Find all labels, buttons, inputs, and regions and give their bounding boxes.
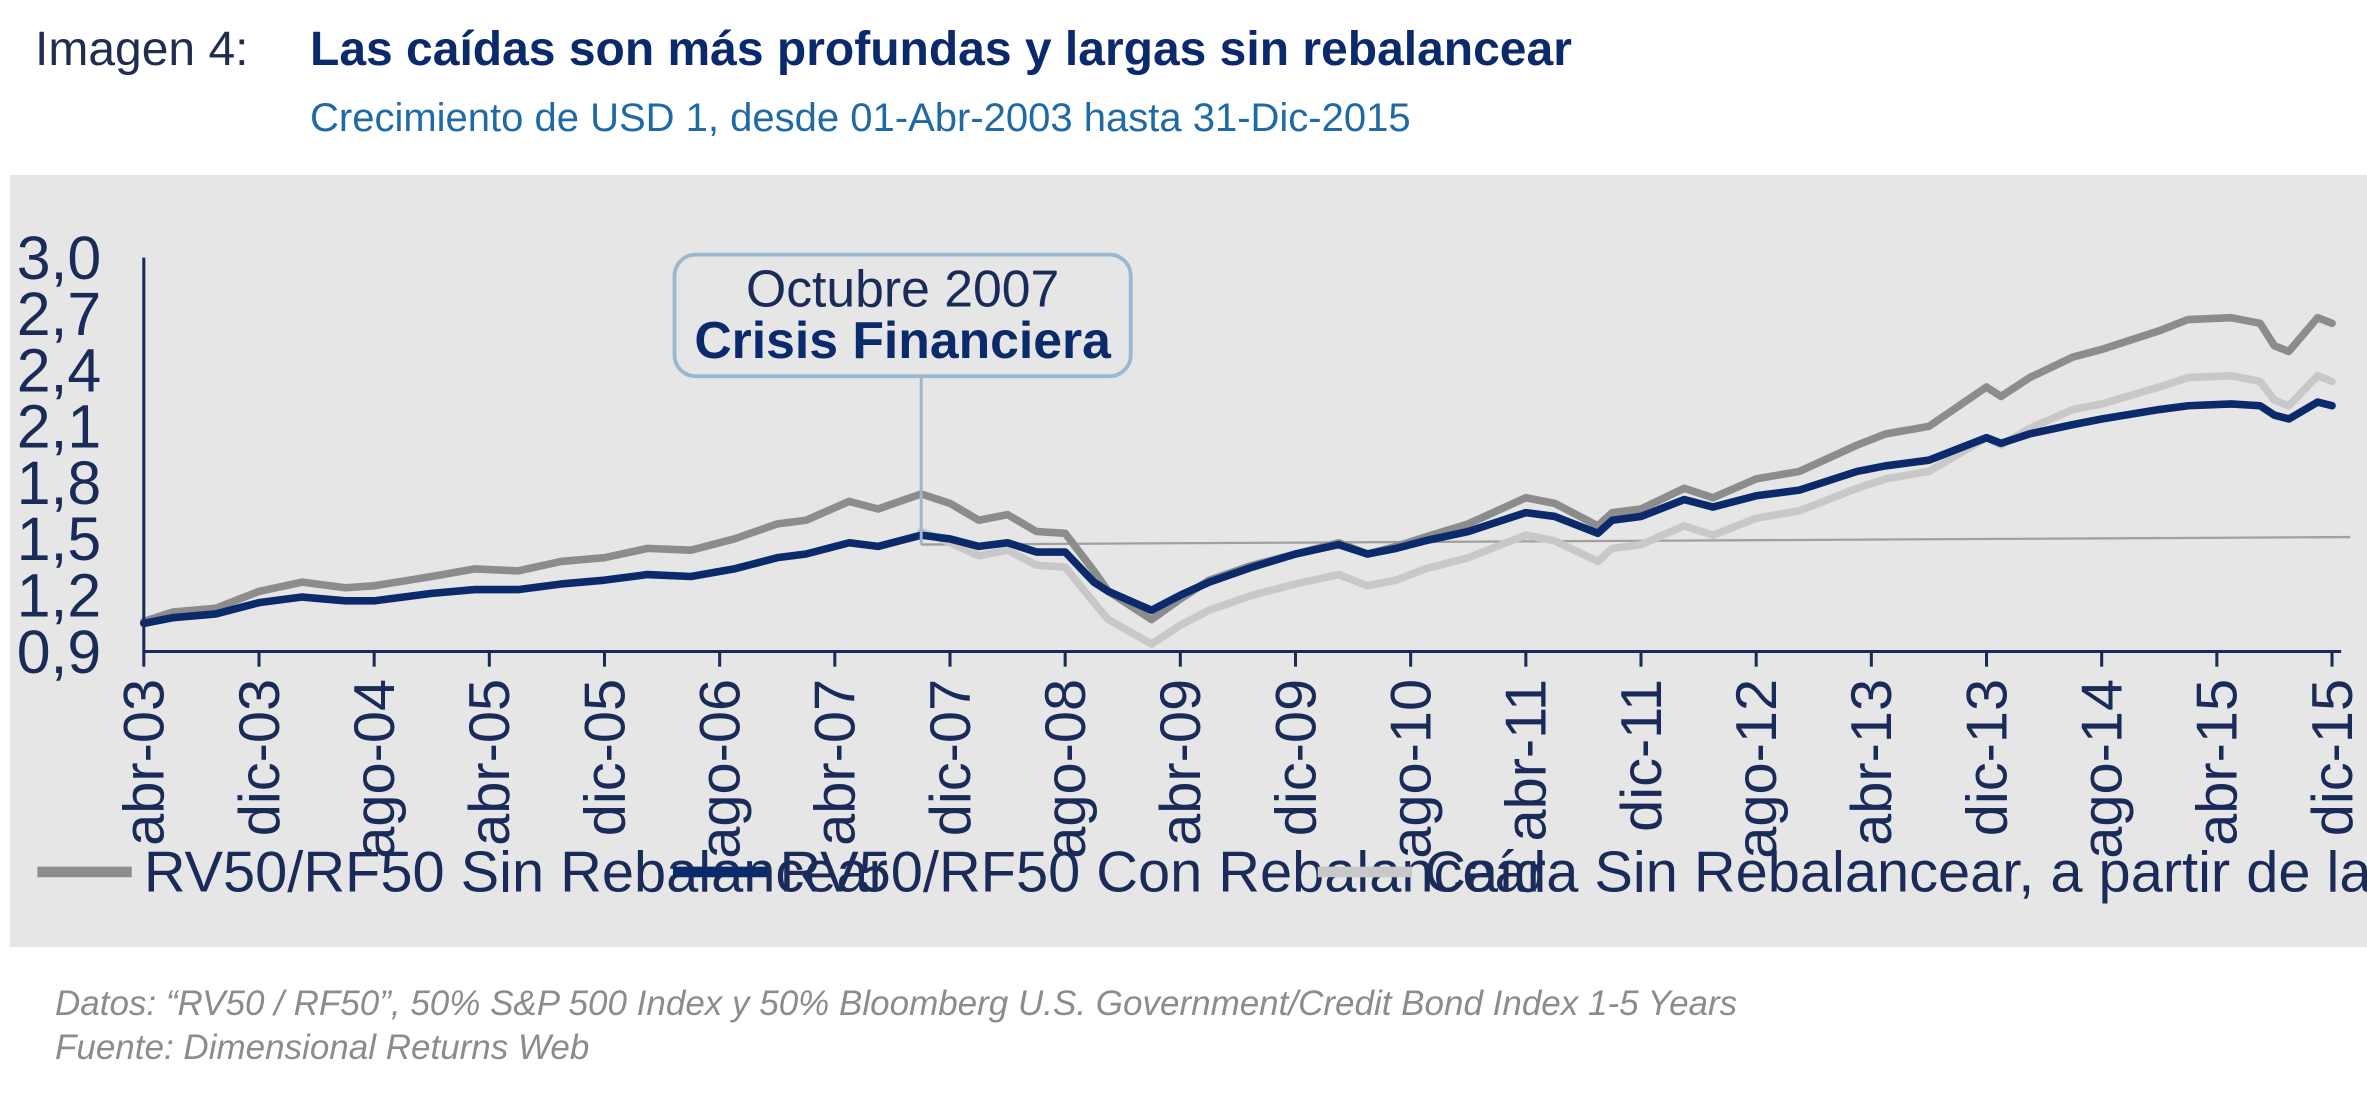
- y-tick-label: 1,8: [17, 449, 102, 517]
- annotation-group: Octubre 2007 Crisis Financiera: [672, 252, 1133, 545]
- x-tick-labels: abr-03 dic-03 ago-04 abr-05 dic-05 ago-06 abr-…: [113, 651, 2365, 859]
- chart-title: Las caídas son más profundas y largas si…: [310, 23, 1572, 76]
- x-tick-label: ago-08: [1034, 679, 1098, 859]
- x-tick-label: abr-05: [458, 679, 522, 846]
- y-tick-label: 2,1: [17, 393, 102, 461]
- x-tick-label: dic-09: [1264, 679, 1328, 836]
- series-line-3: [917, 371, 2336, 648]
- x-tick-label: abr-09: [1149, 679, 1213, 846]
- y-tick-label: 1,2: [17, 562, 102, 630]
- chart-subtitle: Crecimiento de USD 1, desde 01-Abr-2003 …: [310, 96, 1411, 140]
- x-tick-label: ago-06: [688, 679, 752, 859]
- reference-line: [921, 535, 2351, 546]
- x-tick-label: ago-14: [2070, 679, 2134, 859]
- x-tick-label: dic-11: [1610, 679, 1674, 832]
- x-tick-label: ago-12: [1725, 679, 1789, 859]
- x-tick-label: dic-13: [1955, 679, 2019, 836]
- x-tick-label: dic-05: [573, 679, 637, 836]
- y-tick-label: 3,0: [17, 224, 102, 292]
- footer: Datos: “RV50 / RF50”, 50% S&P 500 Index …: [55, 982, 2355, 1070]
- source-note: Fuente: Dimensional Returns Web: [55, 1028, 590, 1067]
- annotation-box: [672, 252, 1133, 379]
- y-tick-label: 2,4: [17, 336, 102, 404]
- y-tick-label: 2,7: [17, 280, 102, 348]
- header: Imagen 4: Las caídas son más profundas y…: [0, 0, 2367, 170]
- line-chart: Octubre 2007 Crisis Financiera 3,02,72,4…: [17, 224, 2367, 905]
- x-tick-label: dic-07: [919, 679, 983, 836]
- reference-line-group: [921, 535, 2351, 546]
- x-tick-label: abr-07: [804, 679, 868, 846]
- data-note: Datos: “RV50 / RF50”, 50% S&P 500 Index …: [55, 984, 1738, 1023]
- chart-panel: Octubre 2007 Crisis Financiera 3,0 2,7 2,4…: [10, 175, 2367, 947]
- x-tick-label: abr-15: [2186, 679, 2250, 846]
- series-group: [140, 313, 2336, 648]
- annotation-event-label: Crisis Financiera: [694, 311, 1112, 369]
- axes-group: [142, 257, 2342, 653]
- legend-label-3: Caída Sin Rebalancear, a partir de la cr…: [1424, 841, 2367, 905]
- legend-label-2: RV50/RF50 Con Rebalancear: [779, 841, 1545, 905]
- series-line-2: [140, 398, 2336, 628]
- x-tick-label: abr-03: [113, 679, 177, 846]
- x-tick-label: abr-13: [1840, 679, 1904, 846]
- x-tick-label: dic-15: [2301, 679, 2365, 836]
- y-tick-label: 1,5: [17, 505, 102, 573]
- x-tick-label: abr-11: [1495, 679, 1559, 842]
- y-tick-labels: 3,02,72,42,11,81,51,20,9: [17, 224, 102, 686]
- x-tick-label: dic-03: [228, 679, 292, 836]
- x-tick-label: ago-04: [343, 679, 407, 859]
- legend-label-1: RV50/RF50 Sin Rebalancear: [144, 841, 888, 905]
- figure-label: Imagen 4:: [35, 23, 249, 76]
- y-tick-label: 0,9: [17, 618, 102, 686]
- x-tick-label: ago-10: [1379, 679, 1443, 859]
- annotation-date-label: Octubre 2007: [746, 259, 1059, 317]
